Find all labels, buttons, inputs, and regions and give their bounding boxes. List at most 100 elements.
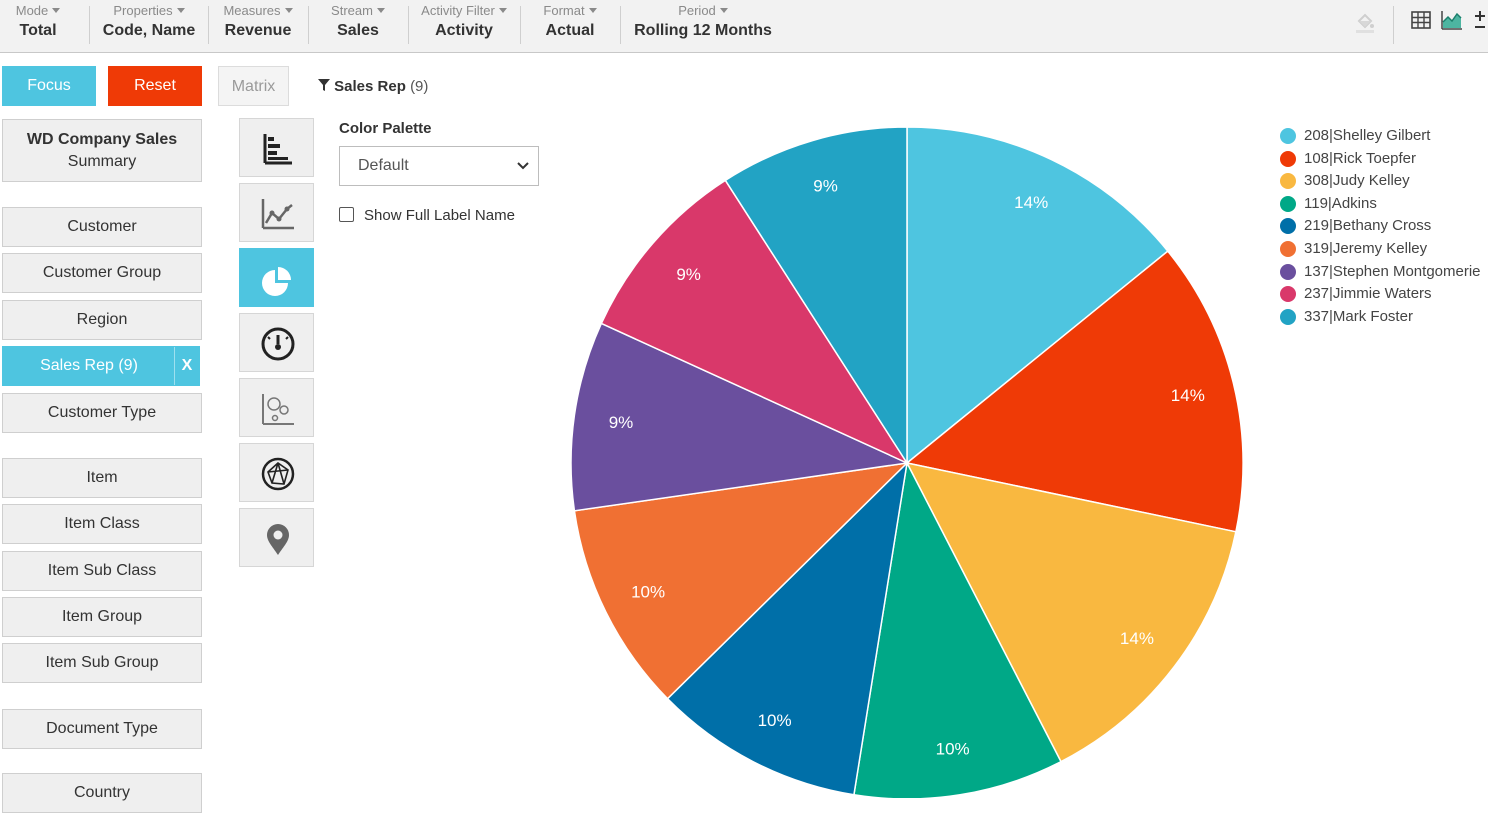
chart-type-pie[interactable] bbox=[239, 248, 314, 307]
sidebar-summary[interactable]: WD Company Sales Summary bbox=[2, 119, 202, 182]
pie-slice[interactable] bbox=[724, 126, 908, 466]
pie-slice[interactable] bbox=[853, 460, 1062, 798]
mode-label: Mode bbox=[15, 3, 49, 18]
activity-filter-selector[interactable]: Activity Filter Activity bbox=[414, 0, 514, 52]
pie-slice[interactable] bbox=[906, 126, 1169, 465]
divider bbox=[308, 6, 309, 44]
pie-slice[interactable] bbox=[600, 179, 910, 465]
sidebar-item-document-type[interactable]: Document Type bbox=[2, 709, 202, 749]
paint-bucket-icon[interactable] bbox=[1354, 12, 1376, 39]
legend-swatch bbox=[1280, 240, 1296, 257]
plus-minus-icon[interactable] bbox=[1473, 9, 1487, 36]
period-selector[interactable]: Period Rolling 12 Months bbox=[628, 0, 778, 52]
legend-swatch bbox=[1280, 218, 1296, 235]
pie-slice-label: 9% bbox=[676, 265, 701, 284]
chart-type-bubble[interactable] bbox=[239, 378, 314, 437]
legend-label: 108|Rick Toepfer bbox=[1304, 149, 1417, 167]
legend-swatch bbox=[1280, 308, 1296, 325]
legend-label: 319|Jeremy Kelley bbox=[1304, 239, 1428, 257]
properties-selector[interactable]: Properties Code, Name bbox=[96, 0, 202, 52]
legend-swatch bbox=[1280, 128, 1296, 144]
remove-filter-button[interactable]: X bbox=[174, 347, 199, 385]
color-palette-label: Color Palette bbox=[339, 120, 432, 137]
legend-label: 137|Stephen Montgomerie bbox=[1304, 262, 1481, 280]
sidebar-item-item-sub-class[interactable]: Item Sub Class bbox=[2, 551, 202, 591]
chart-type-map[interactable] bbox=[239, 508, 314, 567]
legend-swatch bbox=[1280, 173, 1296, 190]
pie-slice[interactable] bbox=[570, 322, 910, 512]
legend-swatch bbox=[1280, 286, 1296, 303]
color-palette-select[interactable]: Default bbox=[339, 146, 539, 186]
summary-subtitle: Summary bbox=[67, 153, 137, 170]
period-value: Rolling 12 Months bbox=[634, 22, 772, 39]
measures-value: Revenue bbox=[224, 22, 292, 39]
measures-selector[interactable]: Measures Revenue bbox=[214, 0, 302, 52]
legend-swatch bbox=[1280, 195, 1296, 212]
pie-slice-label: 14% bbox=[1171, 386, 1205, 405]
gauge-icon bbox=[261, 327, 295, 361]
pie-slice[interactable] bbox=[905, 250, 1244, 533]
sidebar-item-customer[interactable]: Customer bbox=[2, 207, 202, 247]
summary-title: WD Company Sales bbox=[26, 131, 178, 148]
filter-count: (9) bbox=[410, 78, 429, 95]
properties-value: Code, Name bbox=[102, 22, 196, 39]
sidebar-item-item-group[interactable]: Item Group bbox=[2, 597, 202, 637]
reset-button[interactable]: Reset bbox=[108, 66, 202, 106]
active-filter-title: Sales Rep (9) bbox=[318, 78, 428, 95]
sidebar-item-item-class[interactable]: Item Class bbox=[2, 504, 202, 544]
sidebar-item-region[interactable]: Region bbox=[2, 300, 202, 340]
pie-slice[interactable] bbox=[666, 460, 909, 796]
show-full-label-checkbox[interactable] bbox=[339, 207, 354, 222]
mode-value: Total bbox=[19, 22, 57, 39]
stream-value: Sales bbox=[337, 22, 379, 39]
line-chart-icon bbox=[261, 199, 294, 230]
period-label: Period bbox=[678, 3, 716, 18]
show-full-label-text: Show Full Label Name bbox=[364, 207, 515, 224]
chart-type-bar[interactable] bbox=[239, 118, 314, 177]
sidebar-item-sales-rep[interactable]: Sales Rep (9) X bbox=[2, 346, 200, 386]
sidebar-item-customer-group[interactable]: Customer Group bbox=[2, 253, 202, 293]
chevron-down-icon bbox=[52, 8, 61, 13]
legend-label: 119|Adkins bbox=[1304, 194, 1377, 212]
legend-label: 337|Mark Foster bbox=[1304, 307, 1413, 325]
stream-selector[interactable]: Stream Sales bbox=[318, 0, 398, 52]
filter-icon bbox=[318, 79, 330, 91]
mode-selector[interactable]: Mode Total bbox=[6, 0, 70, 52]
chevron-down-icon bbox=[498, 8, 507, 13]
chart-type-gauge[interactable] bbox=[239, 313, 314, 372]
pie-slice-label: 10% bbox=[631, 582, 665, 601]
format-value: Actual bbox=[545, 22, 595, 39]
pie-slice-label: 10% bbox=[758, 711, 792, 730]
pie-slice-label: 14% bbox=[1014, 193, 1048, 212]
top-toolbar: Mode Total Properties Code, Name Measure… bbox=[0, 0, 1488, 53]
divider bbox=[408, 6, 409, 44]
sidebar-item-item-sub-group[interactable]: Item Sub Group bbox=[2, 643, 202, 683]
chart-type-line[interactable] bbox=[239, 183, 314, 242]
pie-slice[interactable] bbox=[573, 461, 910, 700]
legend-label: 237|Jimmie Waters bbox=[1304, 285, 1432, 303]
pie-slice[interactable] bbox=[905, 461, 1237, 763]
table-icon[interactable] bbox=[1411, 11, 1431, 34]
properties-label: Properties bbox=[113, 3, 173, 18]
sidebar-item-country[interactable]: Country bbox=[2, 773, 202, 813]
format-selector[interactable]: Format Actual bbox=[530, 0, 610, 52]
focus-button[interactable]: Focus bbox=[2, 66, 96, 106]
area-chart-icon[interactable] bbox=[1441, 10, 1463, 35]
divider bbox=[620, 6, 621, 44]
chart-type-network[interactable] bbox=[239, 443, 314, 502]
sidebar-item-customer-type[interactable]: Customer Type bbox=[2, 393, 202, 433]
matrix-button[interactable]: Matrix bbox=[218, 66, 289, 106]
chevron-down-icon bbox=[588, 8, 597, 13]
chevron-down-icon bbox=[517, 162, 529, 170]
activity-filter-label: Activity Filter bbox=[421, 3, 495, 18]
bar-chart-icon bbox=[263, 134, 292, 165]
sidebar-item-item[interactable]: Item bbox=[2, 458, 202, 498]
chevron-down-icon bbox=[176, 8, 185, 13]
legend-label: 208|Shelley Gilbert bbox=[1304, 127, 1431, 144]
filter-name: Sales Rep bbox=[334, 78, 406, 95]
divider bbox=[1393, 6, 1394, 44]
map-pin-icon bbox=[267, 524, 289, 555]
pie-slice-label: 14% bbox=[1120, 629, 1154, 648]
color-palette-value: Default bbox=[358, 157, 409, 174]
chevron-down-icon bbox=[719, 8, 728, 13]
